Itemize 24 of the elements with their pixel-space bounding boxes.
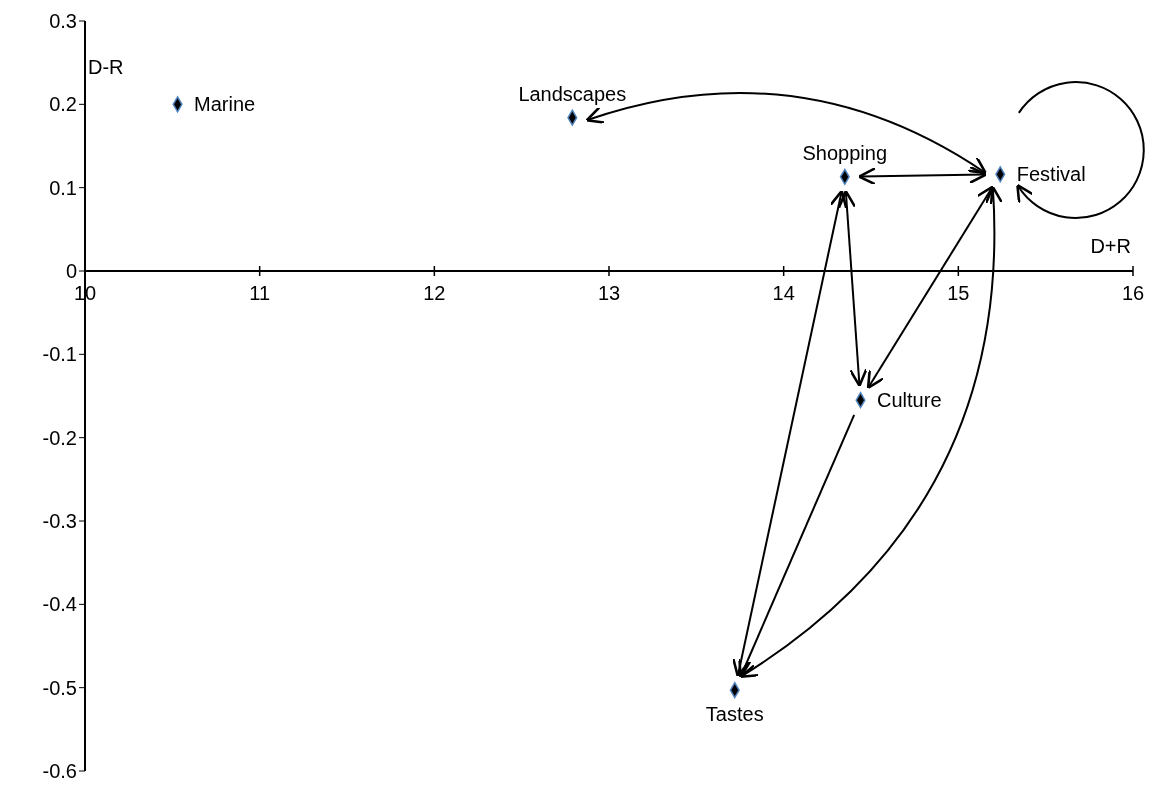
- y-tick-label: -0.3: [42, 510, 77, 533]
- x-tick-label: 14: [772, 282, 795, 304]
- series-label: Tastes: [705, 702, 764, 725]
- series-label: Landscapes: [518, 83, 627, 106]
- y-tick-label: 0.1: [49, 176, 77, 199]
- y-tick-label: 0: [65, 260, 77, 283]
- series-label: Marine: [194, 93, 256, 116]
- y-axis-title: D-R: [88, 56, 124, 79]
- y-tick-label: -0.1: [42, 343, 77, 366]
- x-axis-title: D+R: [1090, 235, 1131, 258]
- x-tick-label: 13: [597, 282, 621, 304]
- series-label: Culture: [877, 389, 942, 412]
- y-tick-label: -0.2: [42, 426, 77, 449]
- series-label: Shopping: [802, 142, 888, 165]
- x-tick-label: 16: [1121, 282, 1145, 304]
- y-tick-label: -0.4: [42, 593, 77, 616]
- y-tick-label: 0.3: [49, 10, 77, 33]
- x-tick-label: 15: [947, 282, 970, 304]
- x-tick-label: 12: [423, 282, 446, 304]
- y-tick-label: 0.2: [49, 93, 77, 116]
- x-tick-label: 11: [249, 282, 271, 304]
- y-tick-label: -0.6: [42, 760, 77, 783]
- y-tick-label: -0.5: [42, 676, 77, 699]
- series-label: Festival: [1016, 163, 1086, 186]
